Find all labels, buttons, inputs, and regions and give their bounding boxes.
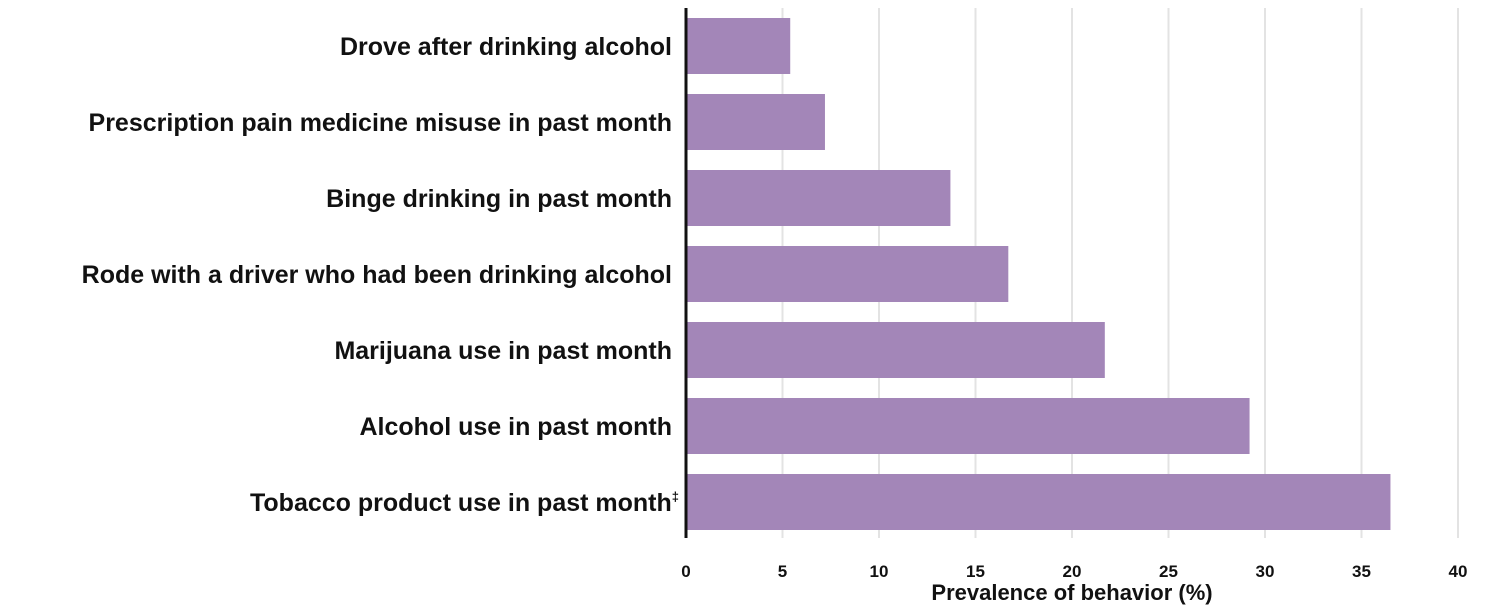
bar bbox=[686, 474, 1391, 530]
category-label: Alcohol use in past month bbox=[359, 413, 672, 441]
x-tick-labels: 0 5 10 15 20 25 30 35 40 bbox=[681, 562, 1467, 581]
x-tick-label: 25 bbox=[1159, 562, 1178, 581]
category-label: Tobacco product use in past month‡ bbox=[250, 489, 679, 517]
category-label: Drove after drinking alcohol bbox=[340, 33, 672, 61]
x-tick-label: 35 bbox=[1352, 562, 1371, 581]
x-axis-title: Prevalence of behavior (%) bbox=[931, 580, 1212, 605]
bar bbox=[686, 94, 825, 150]
x-tick-label: 40 bbox=[1449, 562, 1468, 581]
bar bbox=[686, 170, 951, 226]
bar bbox=[686, 322, 1105, 378]
x-tick-label: 20 bbox=[1063, 562, 1082, 581]
category-labels: Drove after drinking alcohol Prescription… bbox=[82, 33, 679, 517]
category-label: Binge drinking in past month bbox=[326, 185, 672, 213]
bar bbox=[686, 18, 791, 74]
category-label: Prescription pain medicine misuse in pas… bbox=[89, 109, 672, 137]
footnote-mark: ‡ bbox=[672, 489, 679, 504]
category-label: Rode with a driver who had been drinking… bbox=[82, 261, 672, 289]
bars bbox=[686, 18, 1391, 530]
bar bbox=[686, 246, 1009, 302]
x-tick-label: 10 bbox=[870, 562, 889, 581]
x-tick-label: 30 bbox=[1256, 562, 1275, 581]
x-tick-label: 0 bbox=[681, 562, 690, 581]
bar bbox=[686, 398, 1250, 454]
x-tick-label: 5 bbox=[778, 562, 787, 581]
x-tick-label: 15 bbox=[966, 562, 985, 581]
category-label: Marijuana use in past month bbox=[334, 337, 672, 365]
